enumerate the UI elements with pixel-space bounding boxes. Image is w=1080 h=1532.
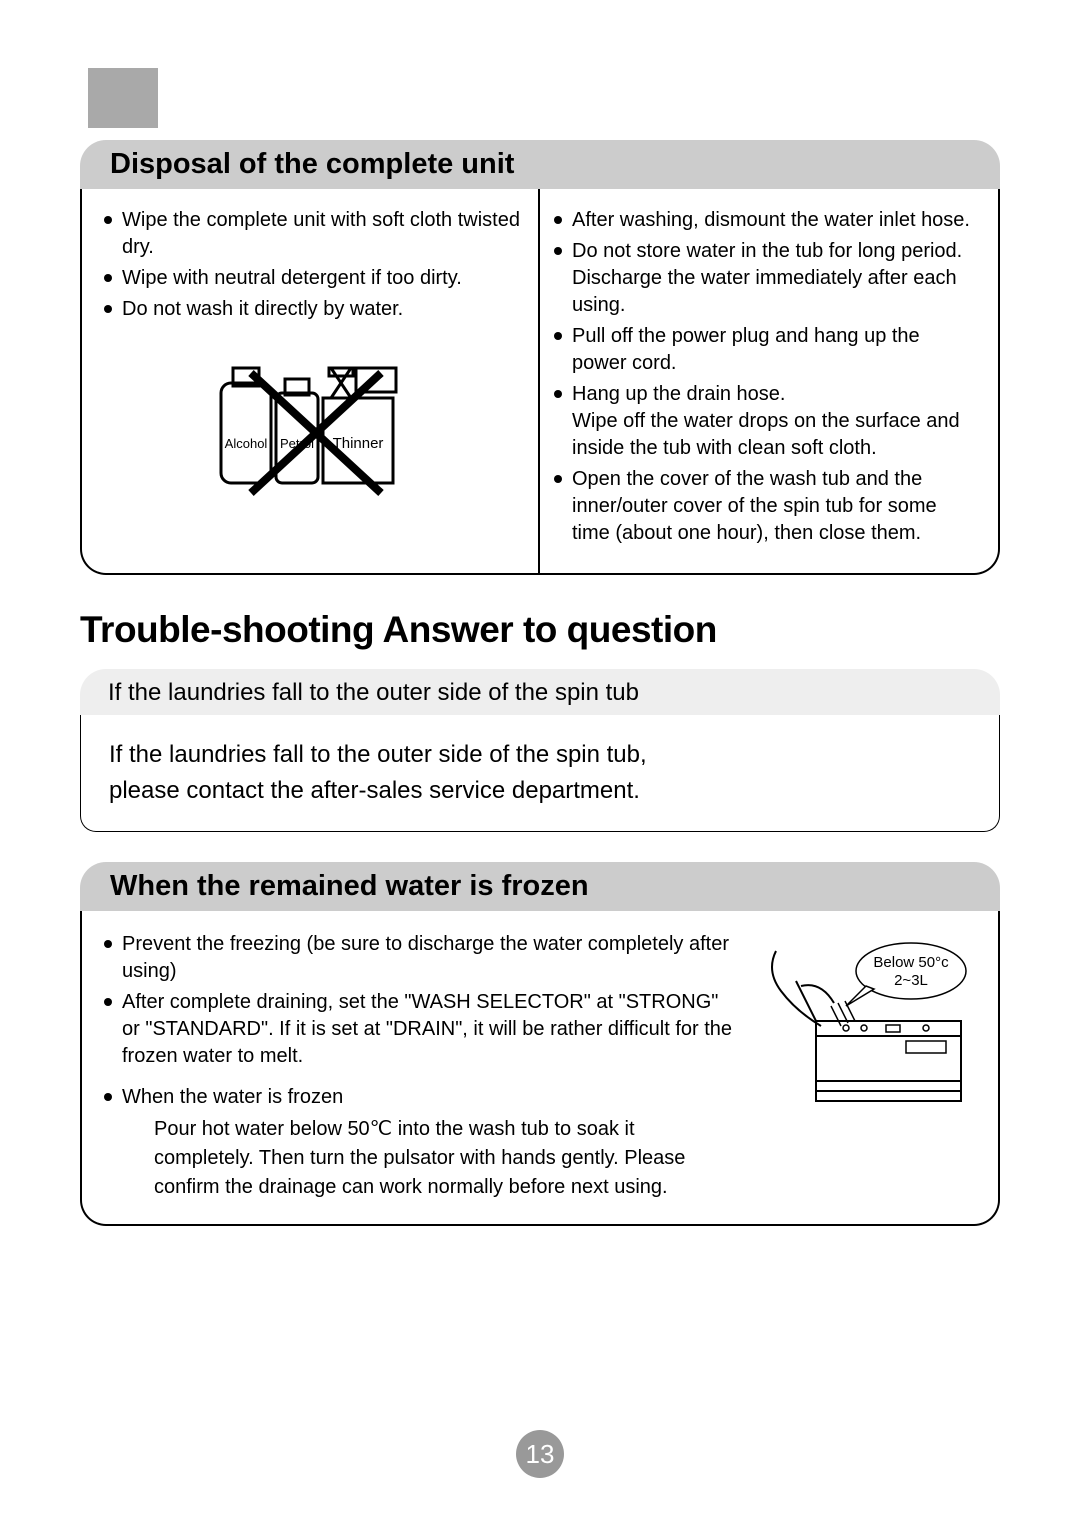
section1-right-col: After washing, dismount the water inlet … <box>540 207 976 551</box>
list-item: After complete draining, set the "WASH S… <box>104 989 734 1070</box>
bottles-illustration: Alcohol Petrol Thinner <box>211 343 421 503</box>
list-item: Wipe with neutral detergent if too dirty… <box>104 265 528 292</box>
section1-header: Disposal of the complete unit <box>80 140 1000 189</box>
list-item: Do not wash it directly by water. <box>104 296 528 323</box>
list-item: Hang up the drain hose. Wipe off the wat… <box>554 381 976 462</box>
qa-answer-line1: If the laundries fall to the outer side … <box>109 737 971 773</box>
section1-box: Wipe the complete unit with soft cloth t… <box>80 189 1000 575</box>
corner-tab <box>88 68 158 128</box>
section2-illustration: Below 50°c 2~3L <box>746 931 976 1202</box>
troubleshooting-title: Trouble-shooting Answer to question <box>80 609 1000 651</box>
list-item: Pull off the power plug and hang up the … <box>554 323 976 377</box>
section2-header: When the remained water is frozen <box>80 862 1000 911</box>
section2-list: Prevent the freezing (be sure to dischar… <box>104 931 734 1111</box>
bottle-label-thinner: Thinner <box>333 435 384 452</box>
list-item: Open the cover of the wash tub and the i… <box>554 466 976 547</box>
list-item: When the water is frozen <box>104 1084 734 1111</box>
section1-right-list: After washing, dismount the water inlet … <box>554 207 976 547</box>
callout-line2: 2~3L <box>894 972 928 989</box>
list-item: Do not store water in the tub for long p… <box>554 238 976 319</box>
page-number: 13 <box>516 1430 564 1478</box>
list-item: After washing, dismount the water inlet … <box>554 207 976 234</box>
list-item: Wipe the complete unit with soft cloth t… <box>104 207 528 261</box>
section1-left-col: Wipe the complete unit with soft cloth t… <box>104 189 540 573</box>
callout-line1: Below 50°c <box>873 954 949 971</box>
qa-answer-box: If the laundries fall to the outer side … <box>80 715 1000 832</box>
section1-left-list: Wipe the complete unit with soft cloth t… <box>104 207 528 323</box>
qa-answer-line2: please contact the after-sales service d… <box>109 773 971 809</box>
section2-sub: Pour hot water below 50℃ into the wash t… <box>104 1115 734 1202</box>
section2-box: Prevent the freezing (be sure to dischar… <box>80 911 1000 1226</box>
bottle-label-alcohol: Alcohol <box>225 436 268 451</box>
qa-question: If the laundries fall to the outer side … <box>80 669 1000 715</box>
list-item: Prevent the freezing (be sure to dischar… <box>104 931 734 985</box>
